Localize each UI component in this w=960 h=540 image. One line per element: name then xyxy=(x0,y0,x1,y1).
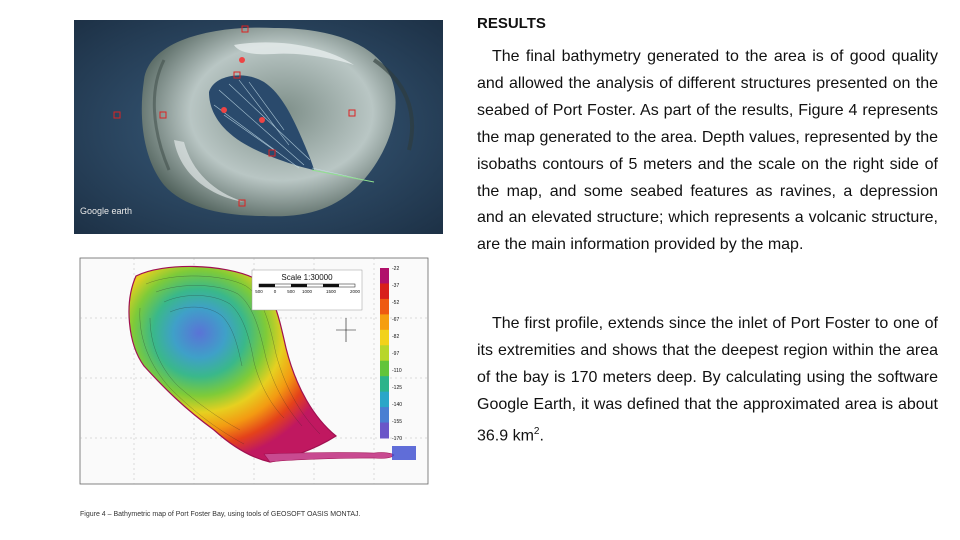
legend-label: -170 xyxy=(392,436,402,442)
legend-swatch xyxy=(380,283,389,300)
legend-swatch xyxy=(380,345,389,362)
legend-label: -110 xyxy=(392,368,402,374)
scale-tick: 500 xyxy=(287,289,295,294)
scale-tick: 1000 xyxy=(302,289,313,294)
inlet-marker xyxy=(392,446,416,460)
legend-label: -82 xyxy=(392,334,399,340)
north-arrow-icon xyxy=(336,318,356,342)
legend-swatch xyxy=(380,407,389,424)
legend-swatch xyxy=(380,376,389,393)
scale-title: Scale 1:30000 xyxy=(281,273,333,282)
legend-label: -67 xyxy=(392,317,399,323)
bathymetric-map: Scale 1:30000 500 0 500 1000 1500 2000 -… xyxy=(74,248,443,494)
depth-legend: -22 -37 -52 -67 -82 -97 -110 -125 -140 -155 -170 xyxy=(380,266,402,442)
google-earth-logo: Google earth xyxy=(80,206,133,216)
legend-label: -37 xyxy=(392,283,399,289)
paragraph-1: The final bathymetry generated to the ar… xyxy=(477,48,938,254)
legend-swatch xyxy=(380,314,389,331)
legend-swatch xyxy=(380,391,389,408)
legend-label: -125 xyxy=(392,385,402,391)
legend-swatch xyxy=(380,329,389,346)
section-heading: RESULTS xyxy=(477,15,546,32)
scale-tick: 500 xyxy=(255,289,263,294)
paragraph-2-end: . xyxy=(539,426,544,444)
legend-swatch xyxy=(380,298,389,315)
figure-caption: Figure 4 – Bathymetric map of Port Foste… xyxy=(80,511,361,518)
legend-label: -52 xyxy=(392,300,399,306)
legend-swatch xyxy=(380,360,389,377)
scale-tick: 1500 xyxy=(326,289,337,294)
paragraph-2: The first profile, extends since the inl… xyxy=(477,311,938,450)
scale-tick: 2000 xyxy=(350,289,361,294)
legend-label: -155 xyxy=(392,419,402,425)
paragraph-2-text: The first profile, extends since the inl… xyxy=(477,315,938,444)
legend-swatch xyxy=(380,422,389,439)
superscript: 2 xyxy=(533,425,540,437)
legend-swatch xyxy=(380,268,389,284)
legend-label: -140 xyxy=(392,402,402,408)
satellite-image: Google earth xyxy=(74,20,443,234)
legend-label: -97 xyxy=(392,351,399,357)
scale-tick: 0 xyxy=(274,289,277,294)
legend-label: -22 xyxy=(392,266,399,272)
